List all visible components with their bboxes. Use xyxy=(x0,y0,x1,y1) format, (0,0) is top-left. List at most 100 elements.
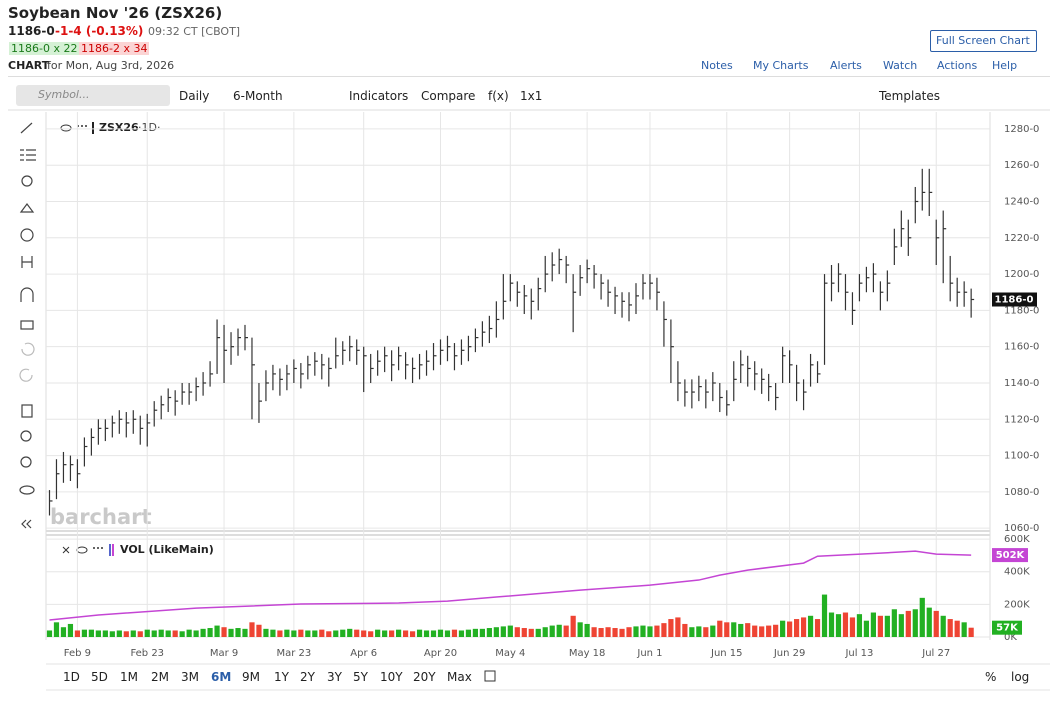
range-button[interactable]: 2M xyxy=(151,670,169,684)
legend-menu[interactable] xyxy=(77,125,87,127)
volume-bar xyxy=(193,630,199,637)
volume-bar xyxy=(787,621,793,637)
watch-link[interactable]: Watch xyxy=(883,59,918,72)
volume-bar xyxy=(507,625,513,637)
tool-redo[interactable] xyxy=(19,368,33,382)
volume-bar xyxy=(214,625,220,637)
help-link[interactable]: Help xyxy=(992,59,1018,72)
range-button[interactable]: Max xyxy=(447,670,472,684)
range-button[interactable]: 1M xyxy=(120,670,138,684)
volume-bar xyxy=(186,629,192,637)
volume-bar xyxy=(773,624,779,637)
tool-note[interactable] xyxy=(20,228,34,242)
fx-button[interactable]: f(x) xyxy=(488,89,509,103)
range-button[interactable]: 1Y xyxy=(274,670,289,684)
range-button[interactable]: 5D xyxy=(91,670,108,684)
range-button[interactable]: 10Y xyxy=(380,670,403,684)
range-button[interactable]: 6M xyxy=(211,670,232,684)
volume-bar xyxy=(53,622,60,637)
legend-eye[interactable] xyxy=(60,124,72,132)
tool-measure[interactable] xyxy=(21,256,33,268)
tool-collapse[interactable] xyxy=(21,519,32,529)
tool-undo[interactable] xyxy=(21,342,35,356)
range-button[interactable]: 9M xyxy=(242,670,260,684)
volume-bar xyxy=(109,631,115,637)
volume-bar xyxy=(584,623,590,637)
volume-bar xyxy=(842,612,849,637)
volume-bar xyxy=(249,622,255,637)
volume-bar xyxy=(626,627,632,637)
volume-bar xyxy=(856,614,863,637)
volume-bar xyxy=(158,629,164,637)
y-tick-label: 600K xyxy=(1004,534,1030,545)
layout-menu[interactable]: 1x1 xyxy=(520,89,543,103)
range-button[interactable]: 1D xyxy=(63,670,80,684)
tool-visibility[interactable] xyxy=(19,485,35,495)
range-button[interactable]: 2Y xyxy=(300,670,315,684)
tool-zoom-in[interactable] xyxy=(20,430,32,442)
tool-delete[interactable] xyxy=(21,404,33,418)
range-button[interactable]: 3Y xyxy=(327,670,342,684)
calendar-icon[interactable] xyxy=(484,670,496,682)
tool-fib[interactable] xyxy=(20,149,36,161)
volume-bar xyxy=(123,631,129,637)
range-menu[interactable]: 6-Month xyxy=(233,89,283,103)
y-tick-label: 1160-0 xyxy=(1004,342,1039,353)
header-divider xyxy=(8,76,1050,77)
compare-button[interactable]: Compare xyxy=(421,89,476,103)
volume-bar xyxy=(451,629,458,637)
range-button[interactable]: 20Y xyxy=(413,670,436,684)
volume-bar xyxy=(689,627,695,637)
volume-bar xyxy=(284,629,290,637)
tool-line[interactable] xyxy=(20,122,33,134)
volume-bar xyxy=(74,630,81,637)
volume-bar xyxy=(724,622,730,637)
volume-bar xyxy=(130,630,136,637)
x-tick-label: Mar 9 xyxy=(210,648,238,659)
legend-eye[interactable] xyxy=(76,546,88,554)
volume-bar xyxy=(717,620,723,637)
legend-close[interactable] xyxy=(62,546,70,554)
tool-shape[interactable] xyxy=(21,175,33,187)
volume-bar xyxy=(821,594,828,637)
range-button[interactable]: 5Y xyxy=(353,670,368,684)
volume-bar xyxy=(814,619,821,637)
full-screen-button[interactable]: Full Screen Chart xyxy=(930,30,1037,52)
volume-bar xyxy=(270,629,276,637)
volume-bar xyxy=(46,630,53,637)
percent-toggle[interactable]: % xyxy=(985,670,997,684)
volume-bar xyxy=(863,620,870,637)
volume-bar xyxy=(800,617,807,637)
interval-menu[interactable]: Daily xyxy=(179,89,210,103)
actions-link[interactable]: Actions xyxy=(937,59,978,72)
volume-bar xyxy=(319,629,325,637)
tool-arrow[interactable] xyxy=(19,203,35,213)
volume-bar xyxy=(179,631,185,637)
instrument-title: Soybean Nov '26 (ZSX26) xyxy=(8,4,223,22)
templates-button[interactable]: Templates xyxy=(879,89,941,103)
y-tick-label: 1260-0 xyxy=(1004,160,1039,171)
my-charts-link[interactable]: My Charts xyxy=(753,59,809,72)
y-tick-label: 1200-0 xyxy=(1004,269,1039,280)
volume-bar xyxy=(633,626,639,637)
volume-bar xyxy=(375,629,381,637)
open-interest-tag xyxy=(992,548,1028,563)
alerts-link[interactable]: Alerts xyxy=(830,59,862,72)
x-tick-label: Mar 23 xyxy=(276,648,311,659)
tool-lock[interactable] xyxy=(20,320,34,330)
volume-bar xyxy=(793,619,800,637)
log-toggle[interactable]: log xyxy=(1011,670,1030,684)
volume-tag xyxy=(992,620,1022,635)
indicators-button[interactable]: Indicators xyxy=(349,89,409,103)
volume-bar xyxy=(340,629,346,637)
volume-bar xyxy=(263,628,269,637)
legend-menu[interactable] xyxy=(93,547,103,549)
notes-link[interactable]: Notes xyxy=(701,59,733,72)
symbol-search[interactable]: Symbol... xyxy=(16,85,170,106)
range-button[interactable]: 3M xyxy=(181,670,199,684)
volume-bar xyxy=(326,631,332,637)
x-tick-label: Jun 15 xyxy=(710,648,743,659)
tool-magnet[interactable] xyxy=(20,287,34,302)
volume-bar xyxy=(444,630,451,637)
tool-zoom-out[interactable] xyxy=(20,456,32,468)
